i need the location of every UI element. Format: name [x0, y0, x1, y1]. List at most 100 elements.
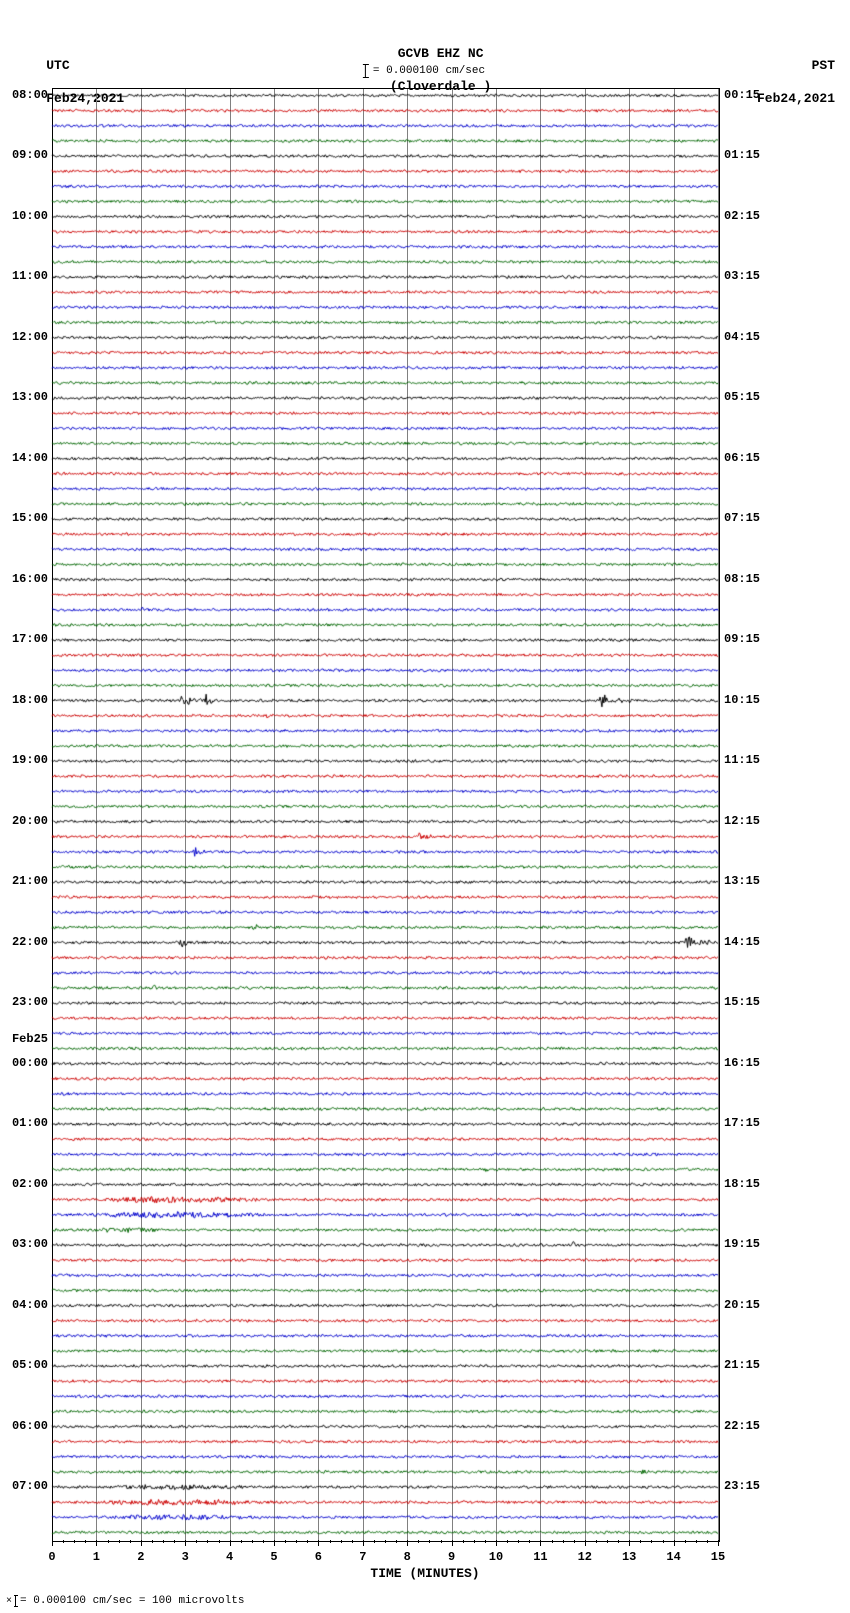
- right-time-label: 17:15: [724, 1116, 760, 1130]
- x-tick-label: 3: [182, 1550, 189, 1564]
- left-time-label: 06:00: [12, 1419, 48, 1433]
- left-time-label: 02:00: [12, 1177, 48, 1191]
- right-time-label: 16:15: [724, 1056, 760, 1070]
- left-time-label: 13:00: [12, 390, 48, 404]
- right-time-label: 10:15: [724, 693, 760, 707]
- scale-indicator: = 0.000100 cm/sec: [365, 64, 485, 78]
- x-minor-tick: [707, 1540, 708, 1543]
- left-time-label: 21:00: [12, 874, 48, 888]
- left-time-label: 18:00: [12, 693, 48, 707]
- x-minor-tick: [385, 1540, 386, 1543]
- grid-line: [274, 88, 275, 1540]
- seismogram-display: UTC Feb24,2021 GCVB EHZ NC (Cloverdale )…: [0, 0, 850, 1613]
- x-minor-tick: [152, 1540, 153, 1543]
- x-minor-tick: [596, 1540, 597, 1543]
- right-time-label: 11:15: [724, 753, 760, 767]
- x-tick-label: 15: [711, 1550, 725, 1564]
- x-tick: [96, 1540, 97, 1546]
- grid-line: [185, 88, 186, 1540]
- x-tick: [629, 1540, 630, 1546]
- x-tick-label: 7: [359, 1550, 366, 1564]
- x-minor-tick: [640, 1540, 641, 1543]
- x-minor-tick: [263, 1540, 264, 1543]
- grid-line: [318, 88, 319, 1540]
- x-tick: [363, 1540, 364, 1546]
- scale-text: = 0.000100 cm/sec: [373, 65, 485, 77]
- left-date: Feb24,2021: [46, 91, 124, 106]
- right-time-label: 13:15: [724, 874, 760, 888]
- left-time-label: 17:00: [12, 632, 48, 646]
- x-tick: [52, 1540, 53, 1546]
- x-tick: [496, 1540, 497, 1546]
- x-tick-label: 12: [578, 1550, 592, 1564]
- x-tick: [585, 1540, 586, 1546]
- x-minor-tick: [651, 1540, 652, 1543]
- left-time-label: 22:00: [12, 935, 48, 949]
- x-tick-label: 14: [666, 1550, 680, 1564]
- x-tick: [230, 1540, 231, 1546]
- grid-line: [629, 88, 630, 1540]
- x-minor-tick: [85, 1540, 86, 1543]
- right-time-label: 22:15: [724, 1419, 760, 1433]
- x-minor-tick: [529, 1540, 530, 1543]
- x-minor-tick: [63, 1540, 64, 1543]
- left-time-label: 23:00: [12, 995, 48, 1009]
- right-time-label: 04:15: [724, 330, 760, 344]
- right-time-label: 09:15: [724, 632, 760, 646]
- x-minor-tick: [174, 1540, 175, 1543]
- x-tick-label: 0: [48, 1550, 55, 1564]
- station-code: GCVB EHZ NC: [398, 46, 484, 61]
- x-minor-tick: [618, 1540, 619, 1543]
- right-time-label: 08:15: [724, 572, 760, 586]
- x-minor-tick: [518, 1540, 519, 1543]
- left-time-label: 20:00: [12, 814, 48, 828]
- right-time-label: 21:15: [724, 1358, 760, 1372]
- grid-line: [96, 88, 97, 1540]
- x-minor-tick: [485, 1540, 486, 1543]
- right-time-label: 07:15: [724, 511, 760, 525]
- left-time-label: 11:00: [12, 269, 48, 283]
- x-minor-tick: [196, 1540, 197, 1543]
- grid-line: [452, 88, 453, 1540]
- x-minor-tick: [108, 1540, 109, 1543]
- x-tick-label: 13: [622, 1550, 636, 1564]
- left-time-label: 10:00: [12, 209, 48, 223]
- grid-line: [407, 88, 408, 1540]
- x-tick-label: 6: [315, 1550, 322, 1564]
- grid-line: [363, 88, 364, 1540]
- left-time-label: 08:00: [12, 88, 48, 102]
- x-minor-tick: [241, 1540, 242, 1543]
- left-time-label: 12:00: [12, 330, 48, 344]
- grid-line: [230, 88, 231, 1540]
- x-minor-tick: [441, 1540, 442, 1543]
- x-minor-tick: [330, 1540, 331, 1543]
- x-minor-tick: [663, 1540, 664, 1543]
- x-minor-tick: [507, 1540, 508, 1543]
- x-minor-tick: [285, 1540, 286, 1543]
- right-time-label: 01:15: [724, 148, 760, 162]
- x-tick: [674, 1540, 675, 1546]
- x-minor-tick: [219, 1540, 220, 1543]
- x-minor-tick: [341, 1540, 342, 1543]
- x-minor-tick: [418, 1540, 419, 1543]
- left-time-label: 07:00: [12, 1479, 48, 1493]
- grid-line: [540, 88, 541, 1540]
- x-minor-tick: [607, 1540, 608, 1543]
- x-tick: [407, 1540, 408, 1546]
- right-time-label: 03:15: [724, 269, 760, 283]
- right-time-label: 18:15: [724, 1177, 760, 1191]
- plot-border: [52, 88, 720, 1542]
- left-tz: UTC: [46, 58, 69, 73]
- x-minor-tick: [574, 1540, 575, 1543]
- x-tick-label: 2: [137, 1550, 144, 1564]
- left-time-label: 14:00: [12, 451, 48, 465]
- left-time-label: 19:00: [12, 753, 48, 767]
- x-minor-tick: [163, 1540, 164, 1543]
- right-time-label: 19:15: [724, 1237, 760, 1251]
- x-tick-label: 4: [226, 1550, 233, 1564]
- x-tick: [452, 1540, 453, 1546]
- x-axis-label: TIME (MINUTES): [370, 1566, 479, 1581]
- x-minor-tick: [352, 1540, 353, 1543]
- x-minor-tick: [685, 1540, 686, 1543]
- left-time-label: 03:00: [12, 1237, 48, 1251]
